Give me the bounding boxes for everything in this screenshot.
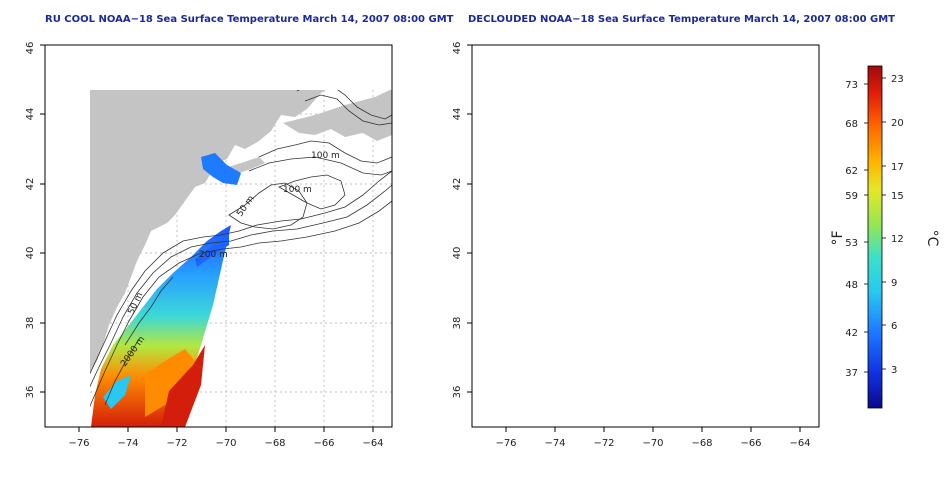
fahrenheit-tick: 53 (845, 238, 858, 249)
sst-swath (91, 225, 231, 427)
lat-tick-label: 42 (25, 178, 36, 191)
right-map-title: DECLOUDED NOAA−18 Sea Surface Temperatur… (468, 14, 895, 25)
fahrenheit-tick: 37 (845, 368, 858, 379)
lat-tick-label: 44 (452, 108, 463, 121)
lat-tick-label: 38 (25, 317, 36, 330)
lon-tick-label: −64 (789, 438, 810, 449)
lon-tick-label: −66 (740, 438, 761, 449)
lon-tick-label: −70 (215, 438, 236, 449)
left-map: RU COOL NOAA−18 Sea Surface Temperature … (25, 14, 454, 449)
lon-tick-label: −68 (691, 438, 712, 449)
celsius-tick: 15 (891, 191, 904, 202)
contour-label: 100 m (311, 151, 340, 161)
contour-label: 200 m (199, 250, 228, 260)
colorbar-gradient (867, 65, 883, 409)
fahrenheit-tick: 59 (845, 191, 858, 202)
lon-tick-label: −72 (593, 438, 614, 449)
fahrenheit-label: °F (830, 230, 846, 245)
celsius-tick: 6 (891, 321, 897, 332)
lon-tick-label: −72 (166, 438, 187, 449)
lat-tick-label: 42 (452, 178, 463, 191)
celsius-label: °C (924, 230, 940, 247)
lon-tick-label: −64 (362, 438, 383, 449)
celsius-tick: 20 (891, 118, 904, 129)
contour-label: 50 m (554, 291, 573, 316)
sst-patch (568, 241, 632, 317)
sst-patch-north (201, 153, 241, 185)
lon-tick-label: −66 (313, 438, 334, 449)
contour-label: 100 m (710, 185, 739, 195)
left-map-title: RU COOL NOAA−18 Sea Surface Temperature … (45, 14, 454, 25)
contour-label: 50 m (662, 194, 683, 219)
lat-tick-label: 44 (25, 108, 36, 121)
lat-tick-label: 40 (452, 247, 463, 260)
sst-patch-warm (590, 333, 618, 391)
fahrenheit-tick: 42 (845, 328, 858, 339)
fahrenheit-tick: 68 (845, 119, 858, 130)
contour-label: 2000 m (546, 335, 574, 369)
celsius-tick: 3 (891, 365, 897, 376)
lat-tick-label: 38 (452, 317, 463, 330)
lon-tick-label: −68 (264, 438, 285, 449)
contour-label: 100 m (738, 151, 767, 161)
celsius-tick: 12 (891, 234, 904, 245)
lon-tick-label: −70 (642, 438, 663, 449)
lat-tick-label: 36 (25, 386, 36, 399)
bathymetry-contours (492, 83, 819, 427)
fahrenheit-tick: 62 (845, 166, 858, 177)
lon-tick-label: −74 (117, 438, 138, 449)
lon-tick-label: −74 (544, 438, 565, 449)
fahrenheit-tick: 48 (845, 280, 858, 291)
colorbar: 73 68 62 59 53 48 42 37 23 20 17 15 12 9… (830, 65, 940, 409)
right-map: DECLOUDED NOAA−18 Sea Surface Temperatur… (452, 14, 895, 449)
celsius-tick: 17 (891, 162, 904, 173)
contour-label: 100 m (283, 185, 312, 195)
landmass (472, 45, 819, 427)
contour-label: 200 m (626, 250, 655, 260)
lon-tick-label: −76 (68, 438, 89, 449)
map-frame (471, 44, 820, 428)
celsius-tick: 23 (891, 74, 904, 85)
fahrenheit-tick: 73 (845, 80, 858, 91)
lat-tick-label: 46 (452, 42, 463, 55)
lat-tick-label: 46 (25, 42, 36, 55)
map-frame (44, 44, 393, 428)
lon-tick-label: −76 (495, 438, 516, 449)
lat-tick-label: 40 (25, 247, 36, 260)
lat-tick-label: 36 (452, 386, 463, 399)
ocean-background (472, 45, 819, 427)
celsius-tick: 9 (891, 278, 897, 289)
